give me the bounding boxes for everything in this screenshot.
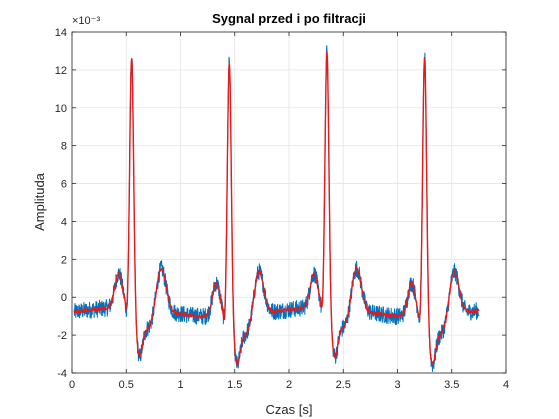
y-tick-label: 14 [55,27,67,39]
filtered-signal-line [73,50,480,367]
y-exponent-label: ×10⁻³ [72,15,100,27]
tick-marks [71,31,507,374]
x-tick-label: 2 [286,379,292,391]
y-tick-label: 0 [61,292,67,304]
data-series [73,45,480,373]
x-axis-title: Czas [s] [266,402,313,417]
y-tick-label: 12 [55,65,67,77]
x-tick-label: 4 [503,379,509,391]
y-tick-label: -4 [57,368,67,380]
chart-title: Sygnal przed i po filtracji [212,11,366,26]
x-tick-label: 1.5 [227,379,242,391]
y-axis-title: Amplituda [32,172,47,231]
x-tick-label: 0 [69,379,75,391]
x-tick-label: 3.5 [444,379,459,391]
y-tick-label: 2 [61,254,67,266]
x-tick-label: 3 [394,379,400,391]
x-tick-label: 2.5 [336,379,351,391]
x-tick-label: 0.5 [119,379,134,391]
y-tick-label: 4 [61,216,67,228]
x-tick-label: 1 [177,379,183,391]
raw-signal-line [73,45,480,373]
y-tick-label: 10 [55,103,67,115]
y-tick-label: 8 [61,141,67,153]
y-tick-label: 6 [61,179,67,191]
y-tick-label: -2 [57,330,67,342]
